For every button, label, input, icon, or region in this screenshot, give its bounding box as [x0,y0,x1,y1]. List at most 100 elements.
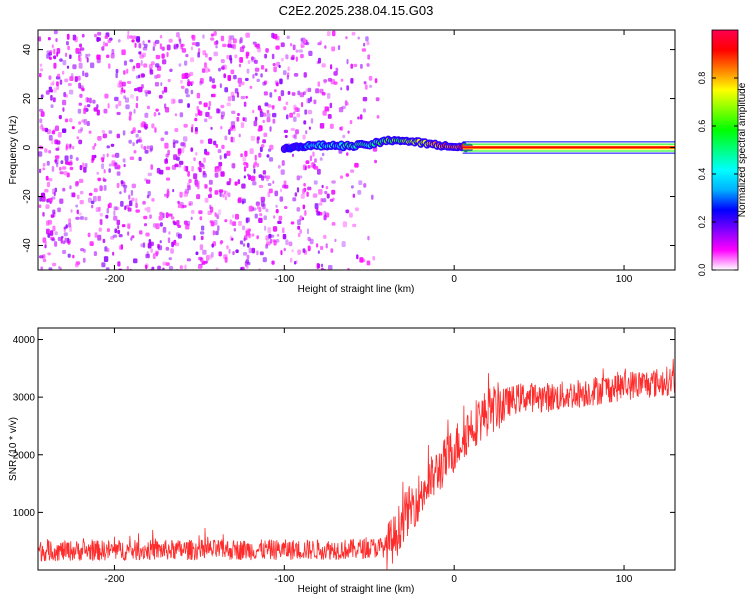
noise-cell [104,42,108,47]
noise-cell [266,154,270,158]
noise-cell [83,118,87,125]
noise-cell [55,38,58,42]
noise-cell [184,264,187,270]
x-tick-label: -100 [274,574,294,585]
noise-cell [267,227,271,234]
noise-cell [210,221,215,227]
noise-cell [135,75,139,79]
noise-cell [110,143,115,147]
noise-cell [254,72,258,76]
noise-cell [165,212,169,218]
noise-cell [187,171,190,177]
noise-cell [53,128,56,132]
noise-cell [282,227,285,234]
noise-cell [177,200,180,204]
noise-cell [210,37,215,41]
noise-cell [86,121,90,126]
noise-cell [185,94,190,98]
noise-cell [246,265,249,269]
noise-cell [106,145,110,149]
noise-cell [285,101,289,106]
noise-cell [121,81,126,87]
noise-cell [63,228,66,232]
noise-cell [123,95,126,100]
noise-cell [42,258,47,263]
snr-y-axis: 1000 2000 3000 4000 [13,335,675,519]
noise-cell [318,189,323,195]
noise-cell [55,125,59,132]
noise-cell [205,260,208,264]
noise-cell [40,94,44,99]
noise-cell [261,175,265,181]
noise-cell [271,32,275,39]
noise-cell [116,219,121,226]
noise-cell [259,213,263,217]
noise-cell [313,99,317,105]
noise-cell [262,257,267,263]
noise-cell [194,117,198,122]
noise-cell [136,140,139,144]
noise-cell [205,184,208,189]
noise-cell [155,54,161,60]
noise-cell [207,210,212,215]
noise-cell [113,206,118,211]
noise-cell [218,189,224,193]
noise-cell [113,210,116,216]
noise-cell [221,65,225,70]
noise-cell [240,153,243,158]
noise-cell [365,36,369,42]
noise-cell [165,153,169,158]
noise-cell [169,68,173,72]
noise-cell [203,157,206,163]
noise-cell [69,154,73,160]
noise-cell [144,126,148,130]
noise-cell [88,130,92,134]
noise-cell [52,225,56,232]
noise-cell [239,57,243,63]
noise-cell [135,202,138,209]
noise-cell [234,88,239,94]
noise-cell [78,62,83,69]
noise-cell [67,45,70,51]
noise-cell [240,267,243,270]
noise-cell [52,80,55,86]
noise-cell [178,99,183,104]
noise-cell [212,241,216,247]
y-tick-label: -40 [22,238,33,253]
noise-cell [127,30,130,35]
noise-cell [96,37,101,42]
noise-cell [257,128,262,132]
noise-cell [230,35,235,40]
noise-cell [295,129,299,135]
noise-cell [220,111,225,117]
noise-cell [207,68,211,72]
noise-cell [166,52,169,57]
spectrogram-y-axis: -40 -20 0 20 40 [22,44,675,253]
noise-cell [127,224,131,230]
noise-cell [123,60,127,66]
noise-cell [235,249,239,253]
noise-cell [76,209,79,215]
noise-cell [63,232,68,237]
noise-cell [42,212,45,217]
carrier-track [280,135,675,154]
noise-cell [173,99,176,104]
noise-cell [199,139,204,144]
noise-cell [135,209,140,213]
noise-cell [201,225,205,231]
noise-cell [59,198,64,204]
noise-cell [283,247,286,252]
noise-cell [120,89,123,95]
noise-cell [205,111,210,117]
noise-cell [60,237,63,244]
noise-cell [258,217,263,223]
x-tick-label: 0 [451,274,457,285]
noise-cell [135,198,138,204]
noise-cell [176,43,179,48]
noise-cell [322,111,325,116]
noise-cell [256,78,260,82]
colorbar-tick-label: 0.6 [697,120,707,133]
noise-cell [179,160,184,165]
y-tick-label: 40 [22,44,33,56]
noise-cell [195,113,198,117]
